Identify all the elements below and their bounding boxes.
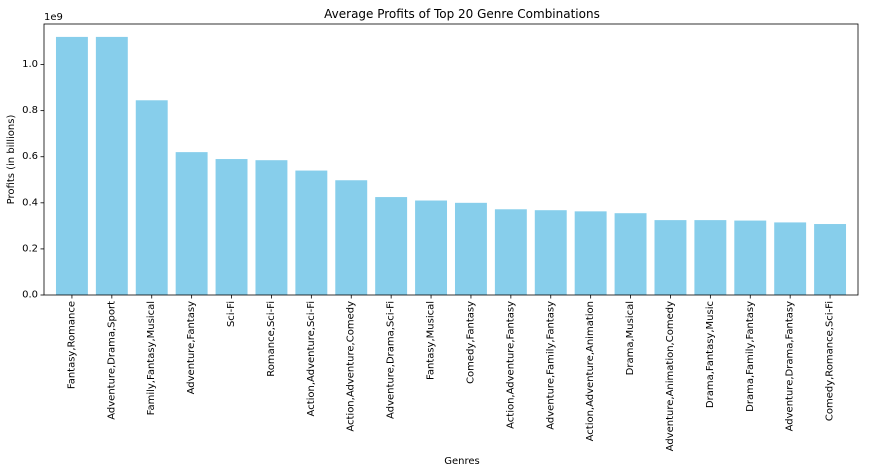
bar: [135, 100, 168, 295]
x-tick-label: Comedy,Romance,Sci-Fi: [825, 301, 836, 421]
x-tick-label: Adventure,Fantasy: [186, 301, 197, 394]
bar: [694, 220, 727, 295]
plot-frame: [43, 23, 859, 296]
y-axis: 0.0 0.2 0.4 0.6 0.8 1.0: [22, 59, 44, 301]
bar: [454, 202, 487, 295]
bar: [375, 197, 408, 295]
bar: [774, 222, 807, 295]
x-tick-label: Action,Adventure,Sci-Fi: [306, 301, 317, 416]
y-tick-label: 0.2: [22, 243, 38, 254]
y-tick-label: 0.4: [22, 197, 38, 208]
bar: [55, 36, 88, 296]
bar: [335, 180, 368, 295]
x-tick-label: Action,Adventure,Animation: [585, 301, 596, 441]
bar: [574, 211, 607, 295]
x-tick-label: Adventure,Family,Fantasy: [545, 301, 556, 430]
chart-title: Average Profits of Top 20 Genre Combinat…: [324, 7, 600, 21]
bar: [255, 160, 288, 295]
bar: [814, 224, 847, 295]
bar: [415, 200, 448, 295]
y-axis-offset-label: 1e9: [44, 12, 63, 23]
x-tick-label: Action,Adventure,Fantasy: [505, 301, 516, 429]
x-tick-label: Drama,Family,Fantasy: [745, 301, 756, 412]
x-tick-label: Adventure,Drama,Sci-Fi: [386, 301, 397, 419]
x-tick-label: Adventure,Animation,Comedy: [665, 301, 676, 451]
x-tick-label: Drama,Musical: [625, 301, 636, 375]
bar: [295, 170, 328, 295]
y-tick-label: 0.0: [22, 290, 38, 301]
x-tick-label: Fantasy,Romance: [66, 301, 77, 389]
x-axis: Fantasy,Romance Adventure,Drama,Sport Fami…: [66, 295, 836, 451]
y-tick-label: 1.0: [22, 59, 38, 70]
y-tick-label: 0.8: [22, 105, 38, 116]
bar: [95, 36, 128, 296]
x-tick-label: Adventure,Drama,Sport: [106, 301, 117, 420]
bar: [175, 152, 208, 295]
bar: [654, 220, 687, 295]
bar: [215, 159, 248, 295]
x-tick-label: Romance,Sci-Fi: [266, 301, 277, 377]
bar: [494, 209, 527, 295]
bar: [534, 210, 567, 295]
y-axis-label: Profits (in billions): [6, 115, 17, 205]
bar: [734, 220, 767, 295]
x-tick-label: Family,Fantasy,Musical: [146, 301, 157, 415]
x-tick-label: Sci-Fi: [226, 301, 237, 327]
x-tick-label: Action,Adventure,Comedy: [346, 301, 357, 432]
y-tick-label: 0.6: [22, 151, 38, 162]
x-tick-label: Fantasy,Musical: [426, 301, 437, 380]
bar: [614, 213, 647, 295]
x-axis-label: Genres: [444, 456, 480, 467]
x-tick-label: Adventure,Drama,Fantasy: [785, 301, 796, 431]
x-tick-label: Drama,Fantasy,Music: [705, 301, 716, 408]
x-tick-label: Comedy,Fantasy: [465, 301, 476, 384]
bar-group: [55, 36, 847, 296]
